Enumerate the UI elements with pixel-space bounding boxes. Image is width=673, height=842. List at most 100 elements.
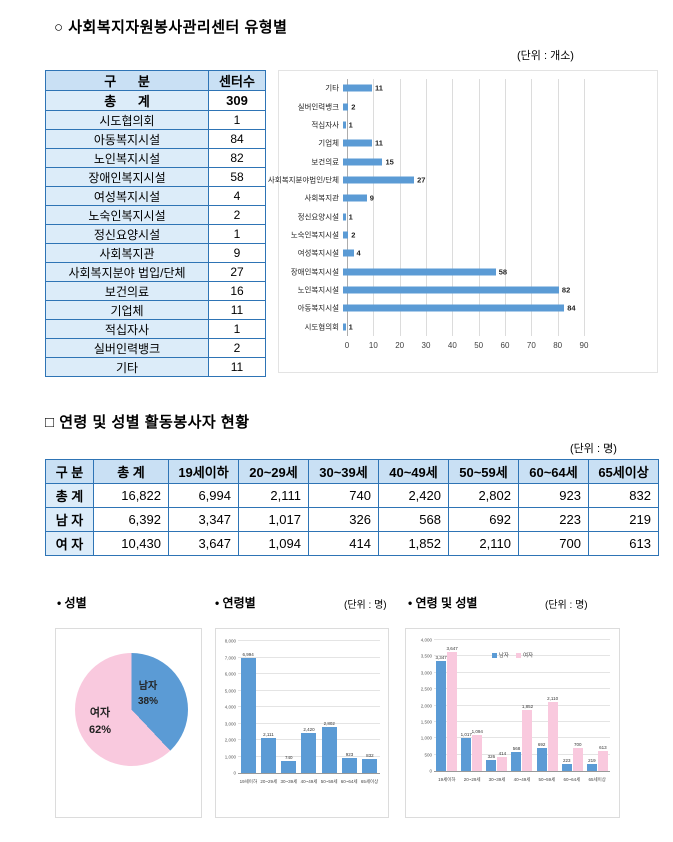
bar-row: 사회복지관 9	[279, 189, 584, 207]
count-cell: 1	[208, 110, 266, 130]
category-label: 기업체	[279, 134, 343, 152]
bar-value: 84	[567, 303, 576, 313]
bar-value: 11	[374, 83, 383, 93]
age-bar-chart: 0 1,000 2,000 3,000 4,000 5,000 6,000 7,000 8,00…	[215, 628, 389, 818]
column-header-category: 구 분	[45, 70, 209, 91]
bar	[461, 737, 472, 771]
value-cell: 2,420	[378, 483, 449, 508]
bar-value: 3,647	[446, 645, 458, 651]
table-row: 아동복지시설 84	[45, 129, 266, 149]
age-gender-chart-unit-label: (단위 : 명)	[545, 600, 588, 611]
bar	[343, 286, 559, 294]
grid-line	[434, 704, 610, 706]
bar	[343, 139, 372, 147]
category-label: 50~59세	[320, 779, 338, 784]
y-tick-label: 3,000	[224, 721, 236, 726]
bar-value: 692	[537, 742, 546, 748]
bar-row: 시도협의회 1	[279, 318, 584, 336]
bar-track: 2	[343, 97, 580, 115]
value-cell: 326	[308, 507, 379, 532]
table-row: 적십자사 1	[45, 319, 266, 339]
column-header: 50~59세	[448, 459, 519, 484]
category-label-text: 여성복지시설	[297, 248, 339, 258]
row-label-cell: 여 자	[45, 531, 94, 556]
grid-line	[478, 79, 480, 336]
bar	[343, 304, 565, 312]
count-cell: 2	[208, 205, 266, 225]
category-label: 60~64세	[340, 779, 358, 784]
category-label: 20~29세	[260, 779, 278, 784]
bar	[343, 194, 367, 202]
bar-row: 아동복지시설 84	[279, 299, 584, 317]
section2-unit-label: (단위 : 명)	[570, 443, 617, 455]
bar	[343, 121, 346, 129]
bar-value: 2,110	[547, 695, 559, 701]
y-tick-label: 7,000	[224, 655, 236, 660]
count-cell: 9	[208, 243, 266, 263]
y-tick-label: 3,500	[420, 653, 432, 659]
category-cell: 보건의료	[45, 281, 209, 301]
y-tick-label: 4,000	[420, 637, 432, 643]
bar-wrap: 700	[572, 640, 583, 771]
bar	[260, 738, 276, 773]
category-label-text: 보건의료	[311, 157, 339, 167]
legend-label: 여자	[523, 653, 534, 659]
x-tick-label: 10	[368, 341, 378, 350]
pie-slice-label-female: 여자 62%	[89, 705, 111, 738]
pie-male-percent: 38%	[138, 696, 159, 707]
value-cell: 568	[378, 507, 449, 532]
category-cell: 정신요양시설	[45, 224, 209, 244]
bar-wrap: 223	[561, 640, 572, 771]
category-cell: 여성복지시설	[45, 186, 209, 206]
bar	[511, 752, 522, 771]
table-row: 실버인력뱅크 2	[45, 338, 266, 358]
age-chart-caption: • 연령별	[215, 596, 256, 610]
row-label-cell: 남 자	[45, 507, 94, 532]
value-cell: 2,110	[448, 531, 519, 556]
bar-value: 1	[348, 322, 353, 332]
bar-wrap: 832	[362, 641, 378, 773]
bar-wrap: 2,110	[547, 640, 559, 771]
bar-row: 여성복지시설 4	[279, 244, 584, 262]
bar	[436, 661, 447, 771]
category-label-text: 시도협의회	[304, 322, 340, 332]
column-header-count: 센터수	[208, 70, 266, 91]
category-label: 아동복지시설	[279, 299, 343, 317]
category-label-text: 적십자사	[311, 120, 339, 130]
category-label: 50~59세	[538, 777, 556, 782]
grid-line	[399, 79, 401, 336]
grid-line	[434, 671, 610, 673]
y-tick-label: 2,000	[420, 703, 432, 708]
category-label-text: 노숙인복지시설	[290, 230, 339, 240]
bar-value: 2,111	[263, 732, 274, 738]
bar-value: 3,347	[435, 655, 447, 661]
center-type-table: 구 분 센터수 총 계 309 시도협의회 1 아동복지시설 84 노인복지시설 82 장애인복지시…	[45, 70, 266, 377]
category-cell: 장애인복지시설	[45, 167, 209, 187]
grid-line	[425, 79, 427, 336]
bar	[486, 760, 497, 771]
grid-line	[434, 688, 610, 690]
category-label: 적십자사	[279, 116, 343, 134]
value-cell: 923	[518, 483, 589, 508]
bar-wrap: 692	[536, 640, 547, 771]
value-cell: 1,852	[378, 531, 449, 556]
bar-group: 223 700	[561, 640, 583, 771]
category-cell: 노인복지시설	[45, 148, 209, 168]
y-tick-label: 2,500	[420, 686, 432, 692]
bar-row: 노인복지시설 82	[279, 281, 584, 299]
category-label: 40~49세	[300, 779, 318, 784]
x-axis-labels: 19세이하 20~29세 30~39세 40~49세 50~59세 60~64세 65세이상	[238, 779, 380, 785]
bar-group: 568 1,852	[511, 640, 533, 771]
bar-value: 82	[561, 285, 571, 295]
value-cell: 740	[308, 483, 379, 508]
table-row: 총 계 16,822 6,994 2,111 740 2,420 2,802 923 832	[45, 483, 659, 508]
bar	[536, 748, 547, 771]
bar-value: 1,094	[471, 729, 483, 735]
bar-row: 적십자사 1	[279, 116, 584, 134]
bar-value: 414	[498, 751, 507, 757]
pie-chart-caption: • 성별	[57, 596, 87, 610]
bar-row: 장애인복지시설 58	[279, 263, 584, 281]
category-label: 65세이상	[588, 777, 606, 782]
bar-track: 27	[343, 171, 580, 189]
